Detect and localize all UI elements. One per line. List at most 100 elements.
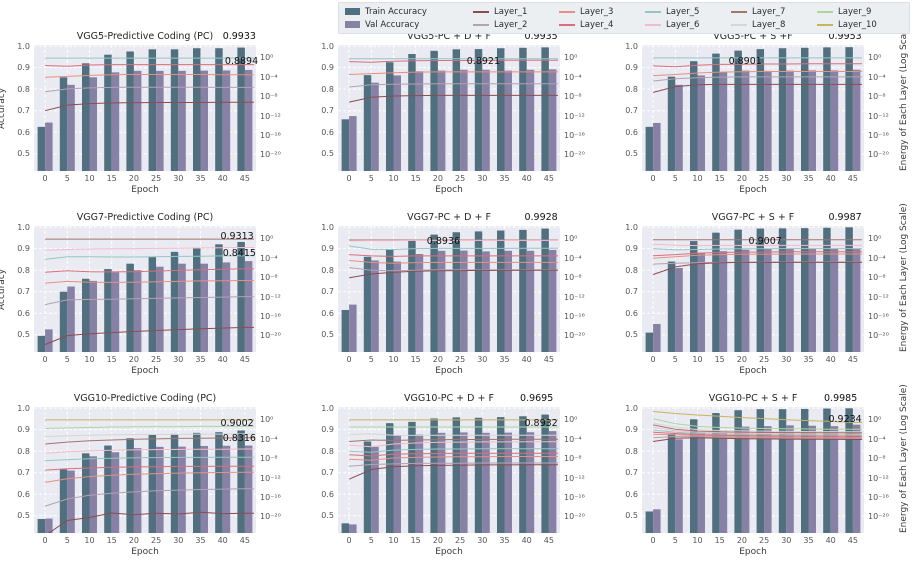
train-accuracy-bar	[386, 249, 394, 352]
train-accuracy-bar	[386, 62, 394, 171]
y-right-tick-label: 10⁻²⁰	[564, 331, 585, 341]
train-accuracy-bar	[823, 408, 831, 533]
val-accuracy-bar	[178, 70, 186, 171]
train-accuracy-bar	[148, 256, 157, 352]
val-accuracy-bar	[371, 260, 379, 352]
train-accuracy-bar	[801, 47, 809, 171]
layer-energy-line-layer_1	[653, 437, 862, 442]
y-right-tick-label: 10⁻⁸	[564, 454, 582, 464]
x-tick-label: 15	[714, 536, 725, 545]
x-tick-label: 30	[173, 536, 184, 545]
y-right-tick-label: 10⁻¹⁶	[868, 311, 889, 321]
x-tick-label: 45	[847, 536, 858, 545]
x-tick-label: 35	[499, 536, 510, 545]
layer-energy-line-layer_7	[45, 437, 254, 445]
val-accuracy-annotation: 0.8901	[728, 55, 762, 67]
y-left-tick-label: 1.0	[321, 403, 334, 413]
train-accuracy-bar	[734, 229, 742, 352]
layer-9-line-swatch	[817, 10, 833, 13]
y-left-tick-label: 0.5	[625, 511, 638, 521]
y-left-tick-label: 0.9	[625, 244, 638, 254]
y-left-tick-label: 1.0	[625, 41, 638, 51]
layer-5-line-swatch	[645, 10, 661, 13]
x-tick-label: 10	[692, 355, 703, 364]
y-right-tick-label: 10⁰	[260, 415, 274, 425]
y-right-tick-label: 10⁰	[868, 234, 882, 244]
val-accuracy-bar	[852, 248, 861, 352]
layer-energy-line-layer_8	[653, 422, 862, 433]
layer-energy-line-layer_1	[44, 326, 254, 345]
y-right-tick-label: 10⁻¹⁶	[260, 492, 281, 502]
x-tick-label: 5	[64, 355, 70, 364]
x-tick-label: 0	[42, 174, 48, 183]
x-tick-label: 30	[781, 355, 792, 364]
legend-label: Layer_7	[752, 6, 786, 17]
legend-item-layer-8: Layer_8	[731, 20, 817, 30]
val-accuracy-bar	[133, 70, 142, 171]
x-tick-label: 5	[672, 536, 678, 545]
x-tick-label: 35	[195, 174, 206, 183]
layer-energy-line-layer_6	[349, 441, 558, 448]
train-accuracy-swatch	[345, 8, 360, 15]
train-accuracy-annotation: 0.9953	[828, 31, 862, 42]
x-tick-label: 35	[803, 355, 814, 364]
x-tick-label: 45	[543, 174, 554, 183]
layer-energy-line-layer_3	[349, 71, 558, 75]
legend-label: Layer_8	[752, 19, 786, 30]
y-left-tick-label: 0.9	[321, 63, 334, 73]
y-left-tick-label: 0.6	[321, 308, 334, 318]
layer-energy-line-layer_4	[653, 431, 862, 437]
val-accuracy-bar	[741, 426, 750, 533]
x-tick-label: 45	[239, 536, 250, 545]
y-left-tick-label: 1.0	[17, 403, 30, 413]
x-tick-label: 25	[151, 355, 162, 364]
x-tick-label: 40	[825, 536, 836, 545]
train-accuracy-bar	[363, 75, 372, 171]
x-tick-label: 0	[650, 355, 656, 364]
val-accuracy-bar	[244, 69, 253, 171]
y-left-tick-label: 0.8	[625, 84, 638, 94]
x-tick-label: 35	[195, 536, 206, 545]
x-axis-label: Epoch	[739, 185, 767, 195]
subplot-vgg5-pc-s-f: VGG5-PC + S +F 0.9953 0.8901 Epoch 1.0 0.…	[608, 22, 912, 211]
layer-6-line-swatch	[645, 23, 661, 26]
x-tick-label: 25	[151, 536, 162, 545]
y-right-tick-label: 10⁻⁴	[868, 72, 886, 82]
val-accuracy-swatch	[345, 21, 360, 28]
y-right-tick-label: 10⁻¹⁶	[564, 492, 585, 502]
val-accuracy-annotation: 0.9007	[748, 236, 782, 248]
val-accuracy-bar	[393, 261, 401, 352]
layer-energy-line-layer_4	[349, 59, 558, 63]
y-right-tick-label: 10⁻¹⁶	[868, 130, 889, 140]
val-accuracy-bar	[719, 251, 728, 352]
train-accuracy-bar	[801, 408, 809, 533]
y-left-tick-label: 0.5	[17, 511, 30, 521]
val-accuracy-bar	[504, 432, 512, 533]
train-accuracy-annotation: 0.9935	[524, 31, 558, 42]
legend-item-train-accuracy: Train Accuracy	[345, 7, 473, 17]
x-tick-label: 5	[64, 174, 70, 183]
val-accuracy-bar	[852, 69, 861, 171]
val-accuracy-bar	[222, 262, 231, 352]
y-left-tick-label: 0.8	[321, 446, 334, 456]
val-accuracy-bar	[437, 70, 446, 171]
val-accuracy-bar	[741, 249, 750, 352]
val-accuracy-bar	[349, 524, 357, 533]
layer-energy-line-layer_2	[45, 86, 254, 93]
val-accuracy-bar	[460, 432, 468, 533]
train-accuracy-bar	[126, 263, 134, 352]
layer-energy-line-layer_4	[349, 452, 558, 457]
val-accuracy-bar	[222, 70, 231, 171]
train-accuracy-annotation: 0.9933	[222, 31, 256, 42]
val-accuracy-bar	[697, 252, 705, 352]
y-left-tick-label: 0.9	[17, 63, 30, 73]
val-accuracy-bar	[460, 69, 468, 171]
y-left-tick-label: 0.5	[321, 511, 334, 521]
y-left-tick-label: 0.9	[321, 244, 334, 254]
val-accuracy-bar	[697, 75, 705, 171]
train-accuracy-bar	[170, 433, 179, 533]
val-accuracy-bar	[393, 75, 401, 171]
train-accuracy-bar	[37, 519, 46, 533]
legend-label: Layer_5	[666, 6, 700, 17]
